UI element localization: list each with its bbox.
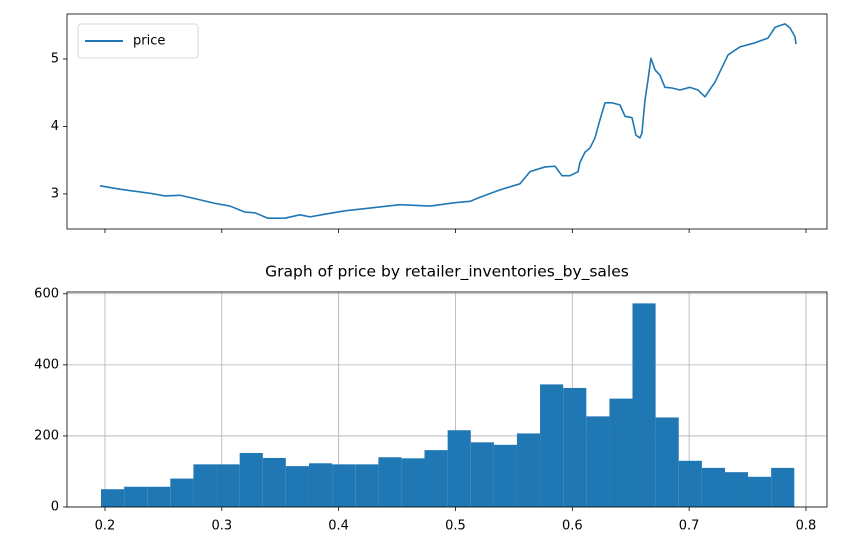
bar — [332, 464, 356, 507]
y-tick-label: 200 — [34, 428, 59, 443]
plot-frame — [66, 13, 828, 230]
y-tick-label: 3 — [51, 186, 59, 201]
legend-label: price — [133, 34, 165, 49]
x-tick-label: 0.4 — [328, 519, 349, 534]
bar — [401, 458, 425, 507]
bar — [609, 398, 633, 507]
y-tick-label: 0 — [51, 500, 59, 515]
x-tick-label: 0.6 — [562, 519, 583, 534]
bar — [493, 444, 517, 507]
line — [99, 23, 797, 220]
bar — [285, 466, 309, 507]
x-tick-label: 0.5 — [445, 519, 466, 534]
bar — [563, 387, 587, 507]
x-tick-label: 0.3 — [211, 519, 232, 534]
bar — [632, 303, 656, 507]
bar — [701, 467, 726, 507]
bar — [378, 457, 402, 507]
bar — [470, 442, 494, 507]
bar — [193, 464, 217, 507]
bar — [124, 486, 148, 507]
bar — [355, 464, 379, 507]
y-tick-label: 400 — [34, 357, 59, 372]
legend-box — [77, 23, 199, 59]
bar — [147, 486, 171, 507]
bar — [540, 384, 564, 507]
bar — [424, 450, 448, 507]
bar — [748, 476, 772, 507]
x-tick-label: 0.8 — [796, 519, 817, 534]
y-tick-label: 4 — [51, 119, 59, 134]
bar — [725, 472, 749, 507]
bar — [308, 463, 333, 507]
bar — [216, 464, 240, 507]
x-tick-label: 0.2 — [95, 519, 116, 534]
plot-frame — [66, 291, 828, 508]
bar — [262, 457, 286, 507]
bar — [447, 430, 471, 507]
bar — [239, 452, 263, 507]
bar — [170, 478, 194, 507]
bar — [678, 460, 702, 507]
x-tick-label: 0.7 — [679, 519, 700, 534]
bar — [586, 416, 610, 507]
bar — [655, 417, 679, 507]
bar — [100, 489, 125, 507]
chart-title: Graph of price by retailer_inventories_b… — [265, 263, 629, 282]
y-tick-label: 600 — [34, 286, 59, 301]
bar — [516, 433, 541, 507]
bar — [771, 467, 795, 507]
y-tick-label: 5 — [51, 51, 59, 66]
